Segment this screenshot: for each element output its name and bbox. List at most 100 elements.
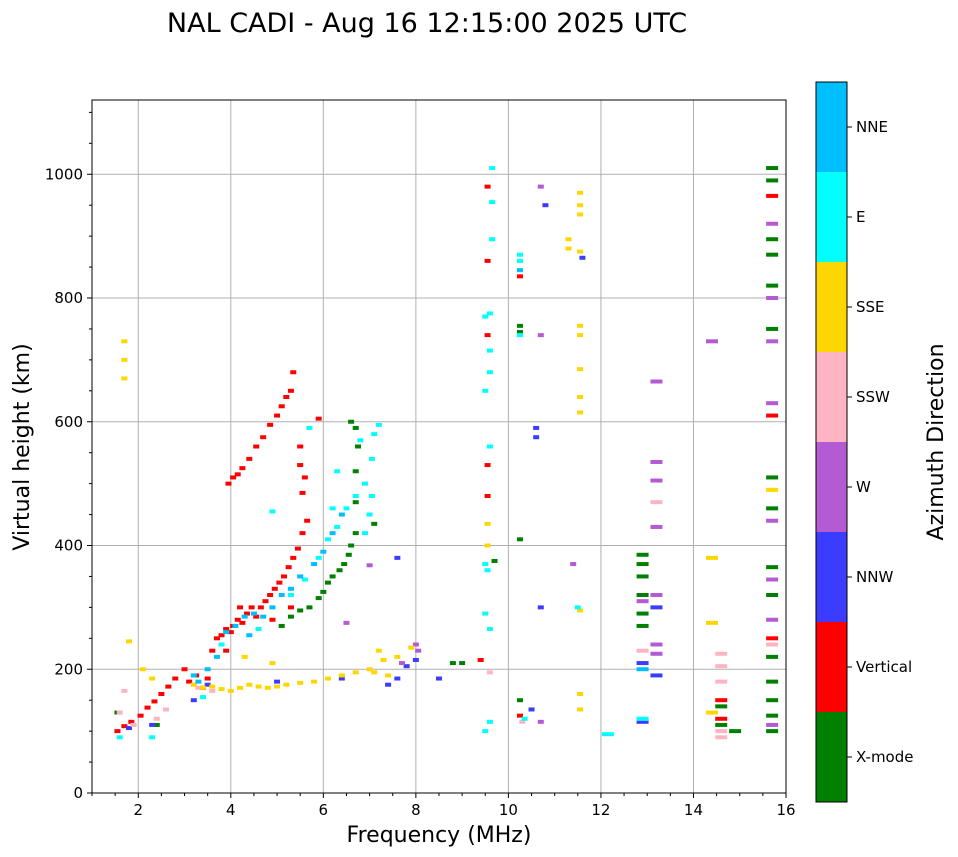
data-point bbox=[766, 636, 779, 641]
data-point bbox=[766, 339, 779, 344]
data-point bbox=[352, 469, 359, 474]
data-point bbox=[577, 707, 584, 712]
colorbar-segment bbox=[816, 532, 847, 622]
data-point bbox=[574, 605, 581, 610]
data-point bbox=[650, 673, 663, 678]
data-point bbox=[636, 562, 649, 567]
data-point bbox=[315, 416, 322, 421]
x-tick-label: 8 bbox=[411, 801, 421, 819]
data-point bbox=[128, 719, 135, 724]
data-point bbox=[650, 651, 663, 656]
data-point bbox=[650, 478, 663, 483]
colorbar-segment bbox=[816, 622, 847, 712]
data-point bbox=[650, 642, 663, 647]
data-point bbox=[766, 326, 779, 331]
data-point bbox=[149, 676, 156, 681]
data-point bbox=[570, 562, 577, 567]
y-tick-label: 1000 bbox=[45, 165, 83, 183]
data-point bbox=[287, 388, 294, 393]
data-point bbox=[121, 688, 128, 693]
data-point bbox=[172, 676, 179, 681]
data-point bbox=[281, 574, 288, 579]
y-tick-label: 400 bbox=[54, 537, 83, 555]
data-point bbox=[348, 419, 355, 424]
colorbar-segment bbox=[816, 172, 847, 262]
data-point bbox=[705, 555, 718, 560]
data-point bbox=[415, 648, 422, 653]
data-point bbox=[137, 713, 144, 718]
data-point bbox=[482, 388, 489, 393]
data-point bbox=[336, 568, 343, 573]
data-point bbox=[121, 339, 128, 344]
data-point bbox=[306, 605, 313, 610]
data-point bbox=[366, 563, 373, 568]
data-point bbox=[715, 729, 728, 734]
data-point bbox=[329, 531, 336, 536]
data-point bbox=[459, 661, 466, 666]
data-point bbox=[269, 605, 276, 610]
data-point bbox=[255, 684, 262, 689]
data-point bbox=[334, 469, 341, 474]
data-point bbox=[361, 531, 368, 536]
data-point bbox=[267, 422, 274, 427]
x-tick-label: 12 bbox=[591, 801, 610, 819]
data-point bbox=[528, 707, 535, 712]
data-point bbox=[650, 500, 663, 505]
data-point bbox=[297, 680, 304, 685]
data-point bbox=[542, 203, 549, 208]
data-point bbox=[366, 667, 373, 672]
data-point bbox=[394, 654, 401, 659]
data-point bbox=[715, 716, 728, 721]
data-point bbox=[121, 357, 128, 362]
series-sse bbox=[121, 190, 779, 715]
data-point bbox=[264, 685, 271, 690]
data-point bbox=[537, 184, 544, 189]
data-point bbox=[715, 722, 728, 727]
colorbar-label-nne: NNE bbox=[856, 118, 888, 136]
data-point bbox=[766, 193, 779, 198]
data-point bbox=[278, 623, 285, 628]
data-point bbox=[246, 456, 253, 461]
data-point bbox=[516, 698, 523, 703]
data-point bbox=[274, 413, 281, 418]
data-point bbox=[486, 719, 493, 724]
data-point bbox=[577, 410, 584, 415]
data-point bbox=[257, 605, 264, 610]
data-point bbox=[334, 524, 341, 529]
data-point bbox=[368, 494, 375, 498]
data-point bbox=[482, 562, 489, 567]
data-point bbox=[766, 565, 779, 570]
data-point bbox=[371, 521, 378, 526]
x-tick-label: 6 bbox=[319, 801, 329, 819]
data-point bbox=[248, 605, 255, 610]
data-point bbox=[516, 330, 523, 335]
data-point bbox=[267, 593, 274, 597]
data-point bbox=[269, 661, 276, 666]
data-point bbox=[269, 617, 276, 622]
data-point bbox=[375, 422, 382, 427]
data-point bbox=[636, 661, 649, 666]
data-point bbox=[484, 333, 491, 338]
colorbar-label-x-mode: X-mode bbox=[856, 748, 913, 766]
colorbar: X-mode Vertical NNW W SSW SSE E NNE bbox=[815, 81, 913, 803]
y-tick-label: 600 bbox=[54, 413, 83, 431]
data-point bbox=[516, 537, 523, 542]
data-point bbox=[218, 642, 225, 647]
data-point bbox=[283, 682, 290, 687]
data-point bbox=[246, 682, 253, 687]
colorbar-label-e: E bbox=[856, 208, 865, 226]
data-point bbox=[218, 687, 225, 692]
data-point bbox=[766, 722, 779, 727]
data-point bbox=[516, 323, 523, 328]
data-point bbox=[577, 249, 584, 254]
data-point bbox=[516, 258, 523, 263]
data-point bbox=[324, 537, 331, 542]
data-point bbox=[297, 608, 304, 613]
series-nnw bbox=[126, 203, 663, 731]
data-point bbox=[190, 698, 197, 703]
data-point bbox=[241, 654, 248, 659]
data-point bbox=[218, 633, 225, 638]
data-point bbox=[489, 237, 496, 242]
data-point bbox=[348, 543, 355, 548]
data-point bbox=[158, 692, 165, 696]
